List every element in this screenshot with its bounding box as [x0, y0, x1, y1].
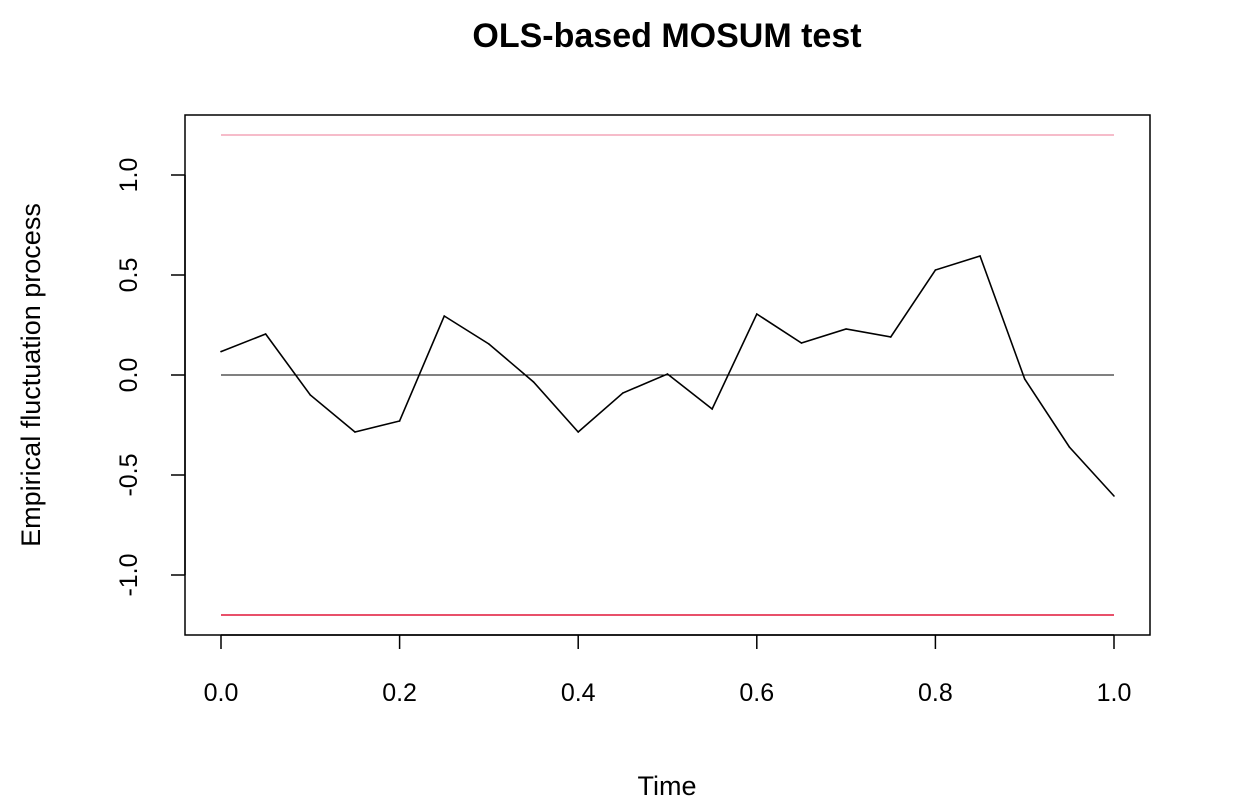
chart-title: OLS-based MOSUM test — [472, 17, 861, 55]
data-point — [756, 313, 758, 315]
data-point — [354, 431, 356, 433]
data-point — [1023, 378, 1026, 380]
y-axis: -1.0 -0.5 0.0 0.5 1.0 — [115, 158, 186, 597]
data-point — [264, 333, 267, 335]
x-tick-label: 0.8 — [918, 679, 953, 707]
y-axis-label: Empirical fluctuation process — [16, 203, 46, 547]
data-point — [398, 420, 401, 422]
y-tick-label: -1.0 — [115, 553, 143, 596]
y-tick-label: -0.5 — [115, 453, 143, 496]
series-group — [220, 255, 1115, 497]
data-point — [800, 342, 803, 344]
data-point — [666, 373, 669, 375]
data-point — [443, 315, 446, 317]
x-tick-label: 0.2 — [382, 679, 417, 707]
data-point — [622, 392, 624, 394]
data-point — [577, 431, 579, 433]
data-point — [532, 381, 535, 383]
data-point — [1113, 495, 1115, 497]
x-tick-label: 0.6 — [739, 679, 774, 707]
data-point — [488, 343, 490, 345]
data-point — [979, 255, 981, 257]
y-tick-label: 0.5 — [115, 258, 143, 293]
x-tick-label: 0.4 — [561, 679, 596, 707]
data-point — [845, 328, 847, 330]
x-tick-label: 1.0 — [1097, 679, 1132, 707]
data-point — [309, 394, 312, 396]
data-point — [889, 336, 892, 338]
x-axis-label: Time — [638, 771, 697, 801]
series-line — [220, 255, 1115, 497]
y-tick-label: 0.0 — [115, 358, 143, 393]
data-point — [711, 408, 713, 410]
x-axis: 0.0 0.2 0.4 0.6 0.8 1.0 — [204, 634, 1132, 707]
data-point — [1068, 446, 1071, 448]
data-point — [220, 350, 222, 353]
y-tick-label: 1.0 — [115, 158, 143, 193]
x-tick-label: 0.0 — [204, 679, 239, 707]
data-point — [934, 269, 937, 271]
